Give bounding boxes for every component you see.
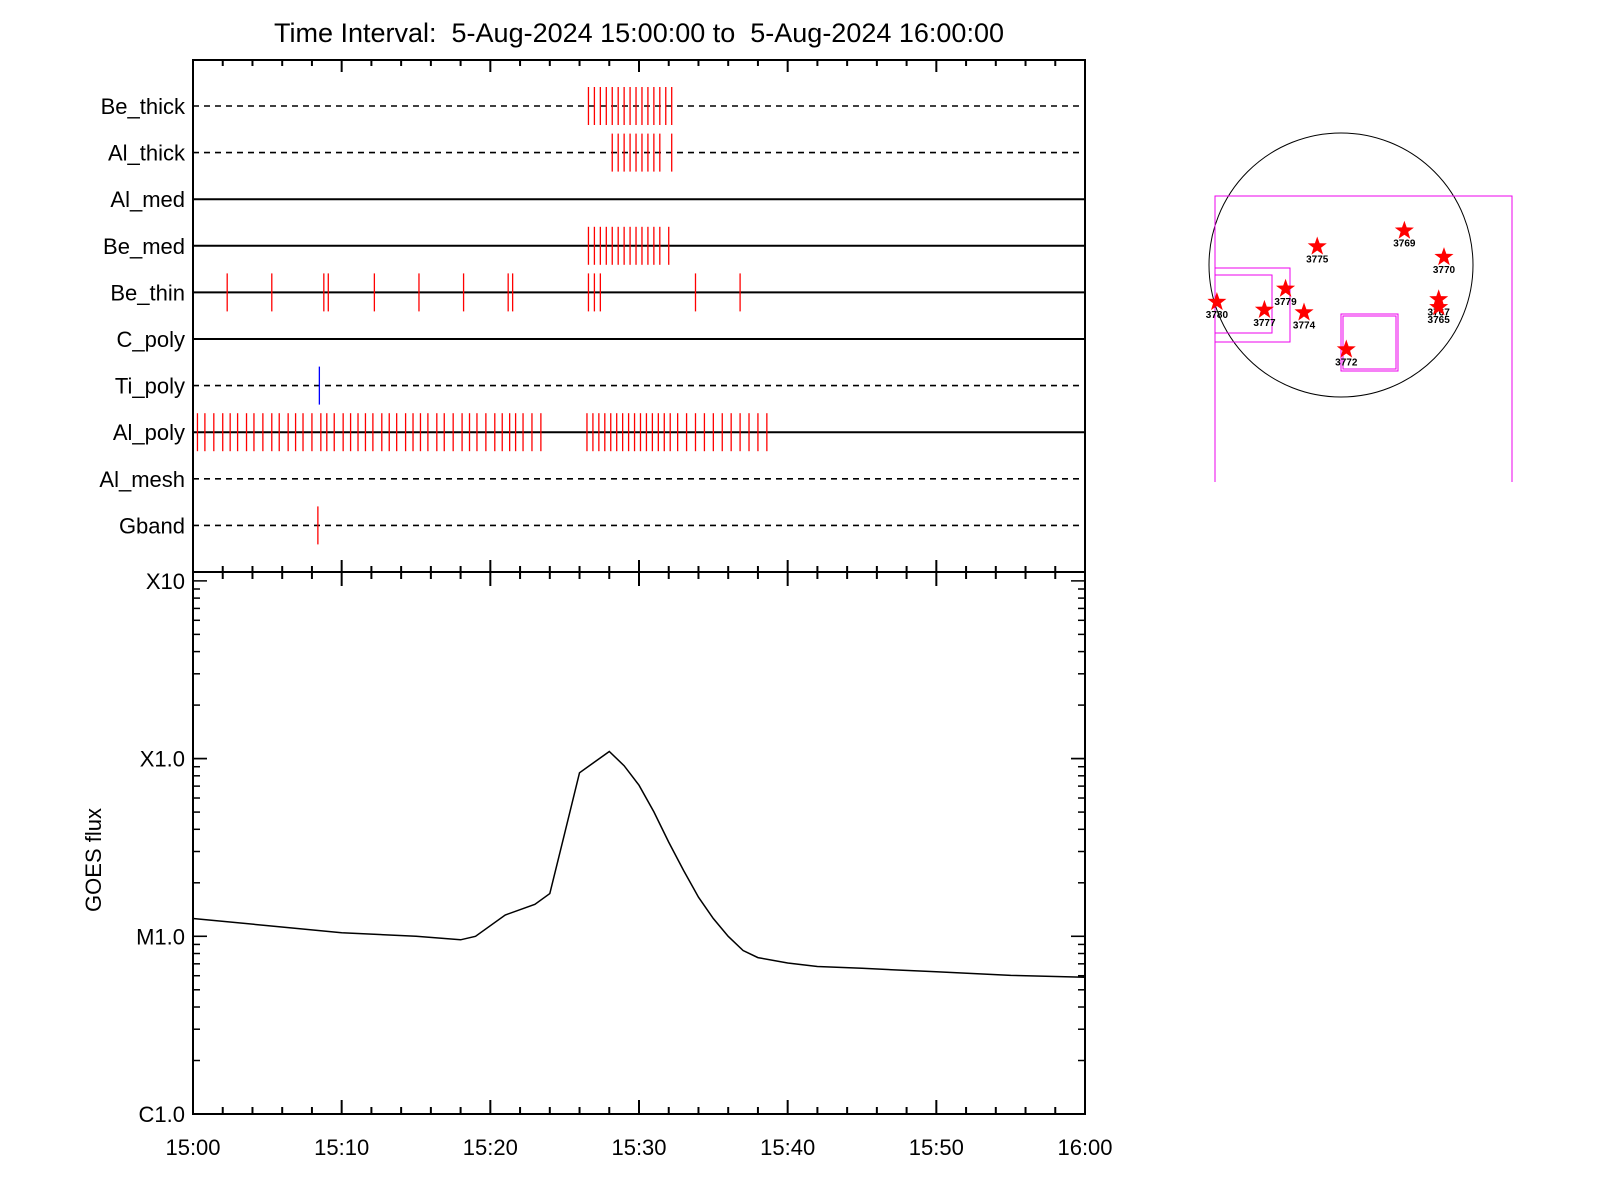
- row-label-gband: Gband: [119, 513, 185, 538]
- active-region-star: [1336, 339, 1356, 358]
- solar-disk: [1208, 132, 1474, 398]
- y-axis-label: GOES flux: [81, 808, 106, 912]
- row-label-c-poly: C_poly: [117, 327, 185, 352]
- active-region-star: [1276, 278, 1296, 297]
- active-region-label: 3772: [1335, 357, 1358, 368]
- active-region-star: [1429, 297, 1449, 316]
- active-region-star: [1254, 299, 1274, 318]
- active-region-star: [1294, 302, 1314, 321]
- active-region-label: 3780: [1206, 310, 1229, 321]
- y-tick-label: X10: [146, 569, 185, 594]
- x-tick-label: 15:20: [463, 1135, 518, 1160]
- x-tick-label: 15:30: [611, 1135, 666, 1160]
- x-tick-label: 16:00: [1057, 1135, 1112, 1160]
- row-label-be-thin: Be_thin: [110, 280, 185, 305]
- row-label-al-mesh: Al_mesh: [99, 467, 185, 492]
- attenuator-frame: [192, 59, 1086, 573]
- y-tick-label: C1.0: [139, 1102, 185, 1127]
- active-region-star: [1394, 220, 1414, 239]
- row-label-be-thick: Be_thick: [101, 94, 186, 119]
- x-tick-label: 15:50: [909, 1135, 964, 1160]
- active-region-label: 3779: [1274, 297, 1297, 308]
- active-region-star: [1207, 292, 1227, 311]
- active-region-star: [1307, 236, 1327, 255]
- active-region-star: [1434, 247, 1454, 266]
- row-label-ti-poly: Ti_poly: [115, 374, 185, 399]
- goes-flux-panel: 15:00 15:10 15:20 15:30 15:40 15:50 16:00 C1.0 M…: [136, 569, 1112, 1160]
- fov-box: [1340, 313, 1399, 372]
- y-tick-label: X1.0: [140, 747, 185, 772]
- row-label-be-med: Be_med: [103, 234, 185, 259]
- row-label-al-poly: Al_poly: [113, 420, 185, 445]
- goes-frame: [192, 571, 1086, 1115]
- active-region-label: 3769: [1393, 239, 1416, 250]
- active-region-label: 3775: [1306, 255, 1329, 266]
- y-tick-label: M1.0: [136, 924, 185, 949]
- row-label-al-thick: Al_thick: [108, 141, 186, 166]
- fov-box-large: [1214, 195, 1513, 482]
- active-region-label: 3770: [1433, 265, 1456, 276]
- active-region-label: 3774: [1293, 321, 1316, 332]
- chart-title: Time Interval: 5-Aug-2024 15:00:00 to 5-…: [274, 18, 1004, 48]
- active-region-label: 3765: [1428, 315, 1451, 326]
- x-tick-label: 15:00: [165, 1135, 220, 1160]
- x-tick-label: 15:40: [760, 1135, 815, 1160]
- attenuator-panel: Be_thick Al_thick Al_med Be_med Be_thin C_pol…: [99, 59, 1086, 573]
- x-tick-label: 15:10: [314, 1135, 369, 1160]
- fov-box: [1342, 315, 1397, 370]
- active-region-label: 3767: [1428, 307, 1451, 318]
- goes-flux-line: [192, 750, 1086, 978]
- row-label-al-med: Al_med: [110, 187, 185, 212]
- active-region-label: 3777: [1253, 318, 1276, 329]
